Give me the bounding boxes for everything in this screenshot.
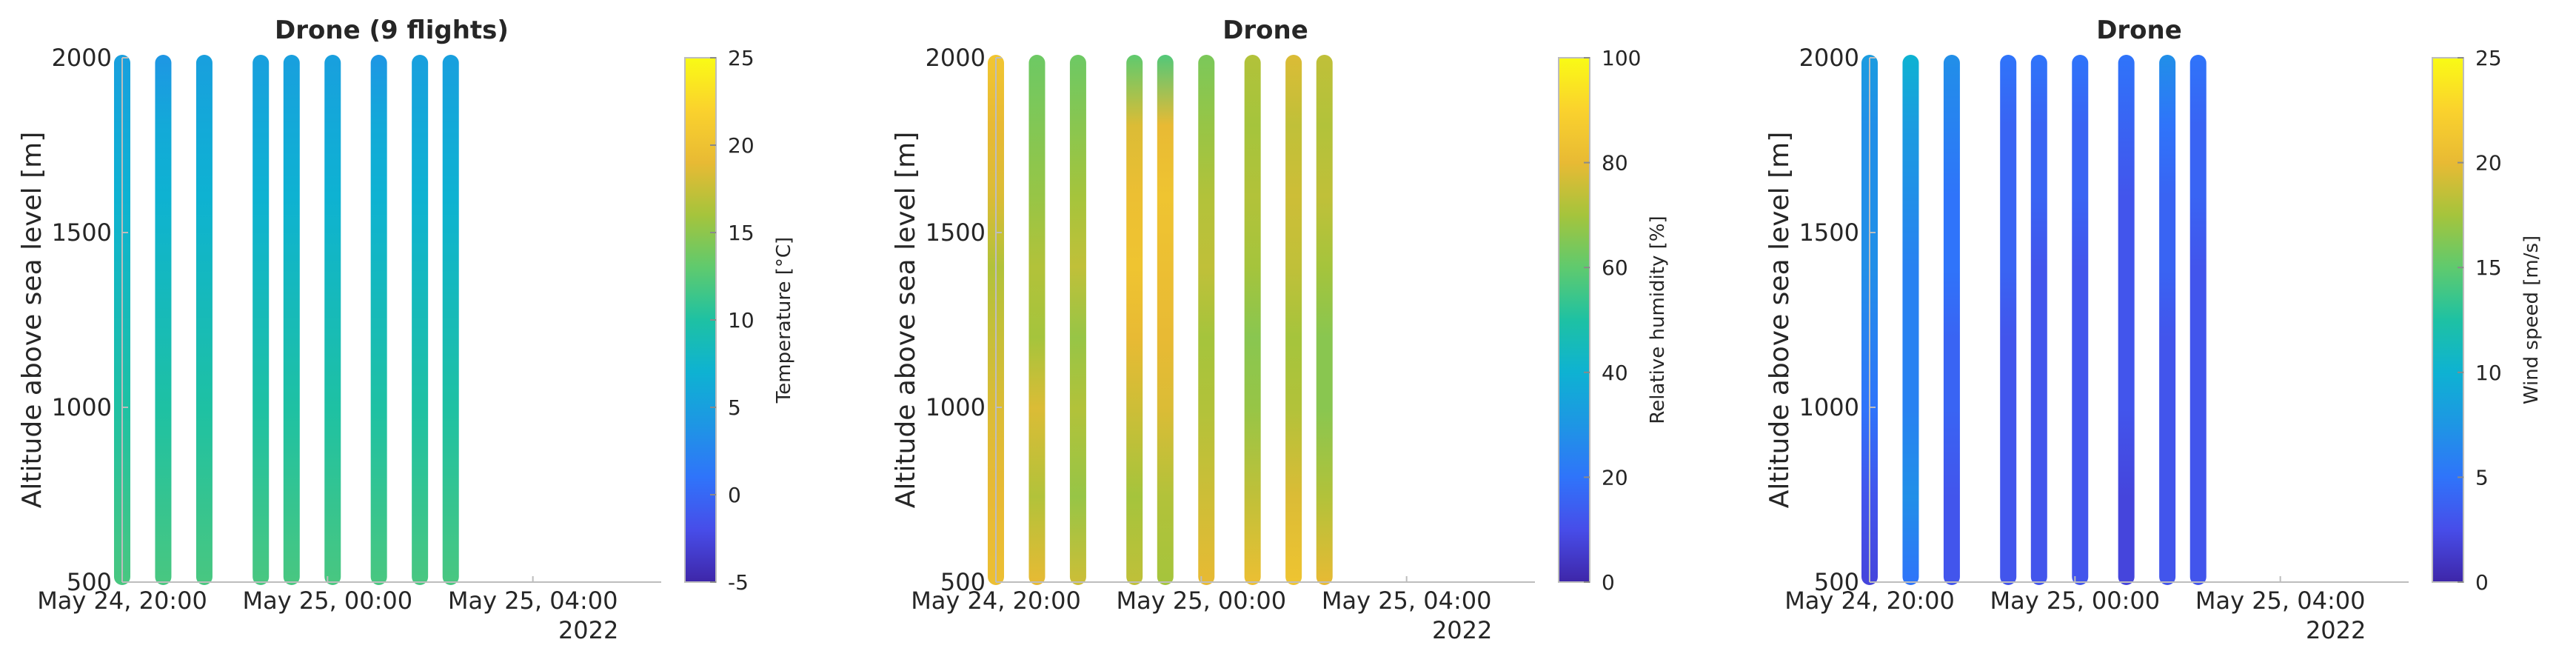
colorbar-tick-label: 0 — [1602, 570, 1615, 595]
x-secondary-label: 2022 — [1432, 616, 1492, 644]
flight-profile-8 — [412, 55, 429, 585]
flight-profile-5 — [2030, 55, 2047, 585]
flight-profile-6 — [2072, 55, 2089, 585]
y-axis-label: Altitude above sea level [m] — [1764, 132, 1795, 509]
colorbar-tick-label: 100 — [1602, 46, 1641, 70]
colorbar-tick-label: 0 — [728, 483, 741, 507]
flight-profile-9 — [1316, 55, 1333, 585]
x-secondary-label: 2022 — [2306, 616, 2366, 644]
y-tick-label: 1000 — [52, 393, 112, 421]
colorbar-tick-label: 10 — [728, 308, 755, 333]
colorbar-tick-label: 80 — [1602, 151, 1628, 176]
x-tick-label: May 25, 00:00 — [1990, 587, 2161, 615]
y-tick-label: 500 — [940, 568, 986, 596]
flight-profile-6 — [324, 55, 341, 585]
flight-profile-6 — [1198, 55, 1215, 585]
x-secondary-label: 2022 — [558, 616, 618, 644]
y-tick-label: 2000 — [52, 44, 112, 72]
flight-profile-3 — [1943, 55, 1960, 585]
flight-profile-4 — [252, 55, 270, 585]
x-tick-label: May 25, 00:00 — [243, 587, 413, 615]
colorbar-tick-label: 5 — [728, 395, 741, 420]
y-tick-label: 1500 — [52, 218, 112, 247]
flight-profile-9 — [2189, 55, 2207, 585]
flight-profile-2 — [155, 55, 172, 585]
colorbar-tick-label: 10 — [2475, 361, 2502, 385]
x-tick-label: May 24, 20:00 — [37, 587, 207, 615]
colorbar-label: Temperature [°C] — [773, 237, 795, 404]
colorbar-tick-label: 20 — [1602, 465, 1628, 490]
chart-title: Drone — [1222, 16, 1308, 45]
colorbar-label: Wind speed [m/s] — [2520, 236, 2543, 404]
colorbar-tick-label: 60 — [1602, 255, 1628, 280]
y-tick-label: 500 — [1814, 568, 1859, 596]
colorbar-tick-label: 15 — [2475, 255, 2502, 280]
x-tick-label: May 25, 04:00 — [448, 587, 618, 615]
colorbar — [2432, 57, 2464, 583]
y-tick-label: 1000 — [1799, 393, 1859, 421]
flight-profile-7 — [2118, 55, 2135, 585]
y-tick-label: 1500 — [926, 218, 986, 247]
flight-profile-4 — [2000, 55, 2017, 585]
chart-title: Drone (9 flights) — [275, 16, 509, 45]
y-tick-label: 500 — [67, 568, 112, 596]
chart-title: Drone — [2096, 16, 2182, 45]
chart-panel-3: 500 1000 1500 2000 May 24, 20:00 May 25, 00:0… — [1764, 16, 2543, 644]
colorbar-tick-label: 25 — [2475, 46, 2502, 70]
colorbar-tick-label: 25 — [728, 46, 755, 70]
y-axis-label: Altitude above sea level [m] — [891, 132, 921, 509]
flight-profile-2 — [1902, 55, 1919, 585]
x-tick-label: May 25, 04:00 — [1322, 587, 1492, 615]
flight-profile-4 — [1126, 55, 1143, 585]
y-tick-label: 1000 — [926, 393, 986, 421]
x-tick-label: May 25, 00:00 — [1117, 587, 1287, 615]
flight-profile-5 — [283, 55, 300, 585]
y-tick-label: 1500 — [1799, 218, 1859, 247]
y-axis-label: Altitude above sea level [m] — [17, 132, 47, 509]
colorbar-tick-label: 5 — [2475, 465, 2489, 490]
flight-profile-8 — [2159, 55, 2176, 585]
flight-profile-7 — [370, 55, 387, 585]
flight-profile-2 — [1028, 55, 1046, 585]
flight-profile-3 — [1069, 55, 1086, 585]
flight-profile-8 — [1285, 55, 1302, 585]
x-tick-label: May 24, 20:00 — [1784, 587, 1955, 615]
colorbar-tick-label: 40 — [1602, 361, 1628, 385]
x-tick-label: May 24, 20:00 — [911, 587, 1081, 615]
colorbar-tick-label: 15 — [728, 221, 755, 245]
y-tick-label: 2000 — [1799, 44, 1859, 72]
flight-profile-5 — [1157, 55, 1174, 585]
x-tick-label: May 25, 04:00 — [2195, 587, 2366, 615]
colorbar-tick-label: 20 — [2475, 151, 2502, 176]
colorbar — [1558, 57, 1590, 583]
y-tick-label: 2000 — [926, 44, 986, 72]
flight-profile-3 — [195, 55, 213, 585]
colorbar-label: Relative humidity [%] — [1647, 216, 1669, 424]
colorbar-tick-label: -5 — [728, 570, 749, 595]
flight-profile-9 — [442, 55, 459, 585]
flight-profile-7 — [1244, 55, 1261, 585]
chart-panel-1: 500 1000 1500 2000 May 24, 20:00 May 25, 00:0… — [17, 16, 795, 644]
colorbar-tick-label: 0 — [2475, 570, 2489, 595]
colorbar-tick-label: 20 — [728, 133, 755, 158]
